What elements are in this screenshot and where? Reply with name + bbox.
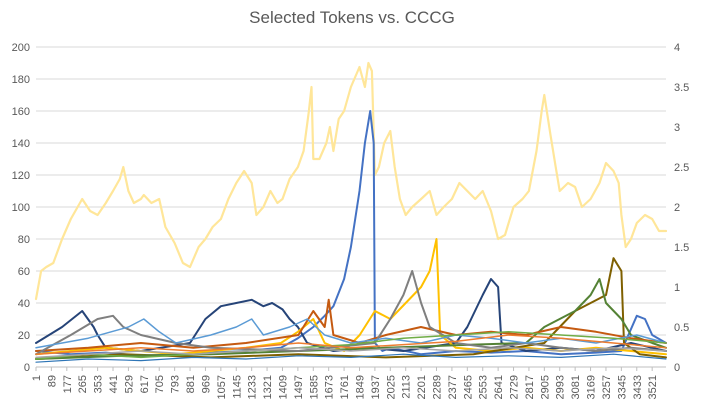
- x-tick-label-38: 3345: [616, 375, 628, 399]
- x-tick-label-13: 1145: [231, 375, 243, 399]
- y2-tick-label-2: 1: [674, 282, 680, 294]
- series-line-10: [35, 334, 667, 355]
- x-tick-label-35: 3081: [570, 375, 582, 399]
- y-tick-label-8: 160: [12, 106, 30, 118]
- x-tick-label-40: 3521: [647, 375, 659, 399]
- x-tick-label-27: 2377: [447, 375, 459, 399]
- y-tick-label-7: 140: [12, 138, 30, 150]
- y2-tick-label-4: 2: [674, 202, 680, 214]
- x-tick-label-5: 441: [108, 375, 120, 393]
- y-tick-label-0: 0: [24, 362, 30, 374]
- series-line-11: [35, 347, 667, 359]
- gridlines: [36, 46, 666, 368]
- chart-title: Selected Tokens vs. CCCG: [249, 8, 455, 27]
- x-tick-label-16: 1409: [277, 375, 289, 399]
- series-lines: [34, 61, 668, 363]
- series-line-0: [34, 61, 668, 301]
- x-tick-label-21: 1849: [354, 375, 366, 399]
- x-tick-label-11: 969: [200, 375, 212, 393]
- y-tick-label-10: 200: [12, 42, 30, 54]
- x-tick-label-22: 1937: [370, 375, 382, 399]
- x-tick-label-34: 2993: [555, 375, 567, 399]
- x-tick-label-8: 705: [154, 375, 166, 393]
- x-tick-label-0: 1: [31, 375, 43, 381]
- y-tick-label-9: 180: [12, 74, 30, 86]
- y-tick-label-1: 20: [18, 330, 30, 342]
- y-tick-label-6: 120: [12, 170, 30, 182]
- x-tick-label-33: 2905: [539, 375, 551, 399]
- y2-tick-label-5: 2.5: [674, 162, 689, 174]
- x-tick-label-4: 353: [93, 375, 105, 393]
- x-tick-label-30: 2641: [493, 375, 505, 399]
- x-tick-label-20: 1761: [339, 375, 351, 399]
- x-tick-label-10: 881: [185, 375, 197, 393]
- y-tick-label-5: 100: [12, 202, 30, 214]
- x-tick-label-39: 3433: [632, 375, 644, 399]
- series-line-8: [35, 318, 667, 349]
- x-tick-label-9: 793: [170, 375, 182, 393]
- x-tick-label-37: 3257: [601, 375, 613, 399]
- series-line-1: [35, 110, 667, 357]
- y2-tick-label-3: 1.5: [674, 242, 689, 254]
- x-tick-label-24: 2113: [401, 375, 413, 399]
- y2-tick-label-8: 4: [674, 42, 680, 54]
- x-tick-label-32: 2817: [524, 375, 536, 399]
- x-tick-label-36: 3169: [586, 375, 598, 399]
- x-tick-label-19: 1673: [324, 375, 336, 399]
- x-tick-label-25: 2201: [416, 375, 428, 399]
- x-tick-label-7: 617: [139, 375, 151, 393]
- x-tick-label-17: 1497: [293, 375, 305, 399]
- y-tick-label-3: 60: [18, 266, 30, 278]
- x-tick-label-2: 177: [62, 375, 74, 393]
- y2-tick-label-7: 3.5: [674, 82, 689, 94]
- series-line-9: [35, 331, 667, 360]
- y2-tick-label-1: 0.5: [674, 322, 689, 334]
- x-tick-label-14: 1233: [247, 375, 259, 399]
- series-line-4: [35, 257, 667, 360]
- series-line-3: [35, 238, 667, 356]
- series-line-12: [35, 353, 667, 363]
- x-tick-label-18: 1585: [308, 375, 320, 399]
- axes: 0 20 40 60 80 100 120 140 160 180 200 0 0.5 1 1.5 2 2.5 3…: [12, 42, 690, 399]
- series-line-5: [35, 278, 667, 360]
- x-tick-label-31: 2729: [509, 375, 521, 399]
- x-tick-label-1: 89: [46, 375, 58, 387]
- x-tick-label-26: 2289: [432, 375, 444, 399]
- x-tick-label-28: 2465: [462, 375, 474, 399]
- x-tick-label-29: 2553: [478, 375, 490, 399]
- y-tick-label-2: 40: [18, 298, 30, 310]
- x-tick-label-3: 265: [77, 375, 89, 393]
- x-tick-label-23: 2025: [385, 375, 397, 399]
- x-tick-label-6: 529: [123, 375, 135, 393]
- y2-tick-label-0: 0: [674, 362, 680, 374]
- y2-tick-label-6: 3: [674, 122, 680, 134]
- series-line-7: [35, 270, 667, 356]
- x-tick-label-12: 1057: [216, 375, 228, 399]
- y-tick-label-4: 80: [18, 234, 30, 246]
- x-tick-label-15: 1321: [262, 375, 274, 399]
